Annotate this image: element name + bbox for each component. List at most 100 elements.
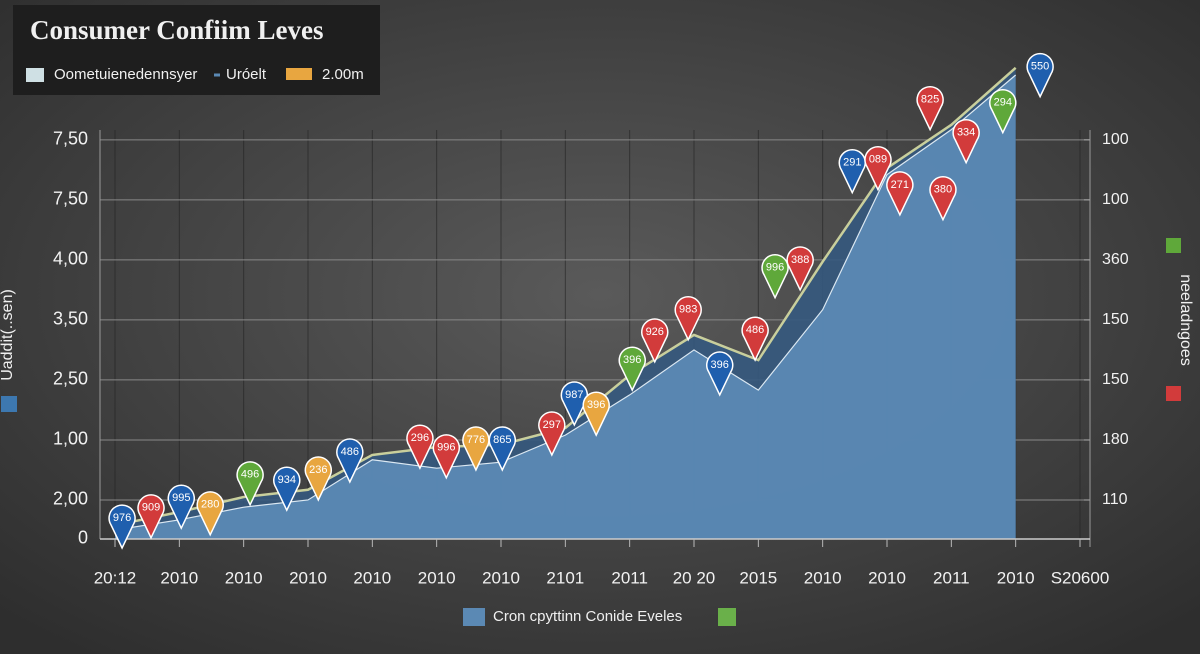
area xyxy=(115,75,1016,539)
pin-shape xyxy=(674,296,702,342)
pin-shape xyxy=(488,426,516,472)
x-tick-label: 2010 xyxy=(353,568,391,587)
pin-label: 825 xyxy=(921,94,939,106)
pin: 996 xyxy=(761,254,789,300)
y-label-swatch xyxy=(1,396,17,412)
pin: 236 xyxy=(304,456,332,502)
pin-label: 280 xyxy=(201,499,219,511)
line xyxy=(114,66,1017,527)
pin-shape xyxy=(406,424,434,470)
legend-label: 2.00m xyxy=(322,66,364,83)
pin-shape xyxy=(196,491,224,537)
pin-shape xyxy=(741,316,769,362)
pin-label: 271 xyxy=(891,179,909,191)
pin-label: 909 xyxy=(142,502,160,514)
y2-tick-label: 100 xyxy=(1102,131,1129,148)
y2-axis-label: neeladngoes xyxy=(1177,274,1194,366)
pin-label: 294 xyxy=(994,97,1012,109)
y2-tick-label: 100 xyxy=(1102,191,1129,208)
pin: 934 xyxy=(273,466,301,512)
pin-label: 089 xyxy=(869,154,887,166)
pin-label: 865 xyxy=(493,434,511,446)
y2-tick-label: 180 xyxy=(1102,431,1129,448)
x-tick-label: 2010 xyxy=(997,568,1035,587)
pin-label: 983 xyxy=(679,304,697,316)
pin-label: 987 xyxy=(565,389,583,401)
x-tick-label: 2010 xyxy=(482,568,520,587)
x-tick-label: 20:12 xyxy=(94,568,137,587)
pin: 291 xyxy=(838,149,866,195)
pin-shape xyxy=(761,254,789,300)
pin: 909 xyxy=(137,494,165,540)
pin-shape xyxy=(1026,53,1054,99)
pin-label: 976 xyxy=(113,512,131,524)
pin-label: 396 xyxy=(587,399,605,411)
pin-shape xyxy=(137,494,165,540)
pin-label: 996 xyxy=(437,442,455,454)
pin: 983 xyxy=(674,296,702,342)
pin-shape xyxy=(929,176,957,222)
y2-tick-label: 150 xyxy=(1102,311,1129,328)
y-tick-label: 0 xyxy=(78,528,88,548)
pin-shape xyxy=(618,346,646,392)
pin: 294 xyxy=(989,89,1017,135)
pin: 396 xyxy=(618,346,646,392)
pin-shape xyxy=(952,119,980,165)
pin-label: 486 xyxy=(341,446,359,458)
pin: 865 xyxy=(488,426,516,472)
pin-label: 926 xyxy=(646,326,664,338)
x-tick-label: 2011 xyxy=(611,568,648,587)
x-tick-label: 2010 xyxy=(418,568,456,587)
pin-label: 934 xyxy=(278,474,296,486)
pin-shape xyxy=(916,86,944,132)
legend-swatch xyxy=(286,68,312,80)
bottom-legend-swatch xyxy=(463,608,485,626)
pin-shape xyxy=(167,484,195,530)
x-tick-label: S20600 xyxy=(1051,568,1110,587)
bottom-legend-swatch xyxy=(718,608,736,626)
y2-tick-label: 110 xyxy=(1102,491,1128,508)
pin-label: 297 xyxy=(543,419,561,431)
pin-shape xyxy=(304,456,332,502)
pin-shape xyxy=(108,504,136,550)
pin-shape xyxy=(989,89,1017,135)
pin: 334 xyxy=(952,119,980,165)
bottom-legend-label: Cron cpyttinn Conide Eveles xyxy=(493,608,682,625)
title-box xyxy=(13,5,380,95)
x-tick-label: 2101 xyxy=(546,568,584,587)
pin-shape xyxy=(236,461,264,507)
pin: 995 xyxy=(167,484,195,530)
pin-shape xyxy=(706,351,734,397)
pin-label: 550 xyxy=(1031,61,1049,73)
pin-label: 496 xyxy=(241,469,259,481)
pin: 388 xyxy=(786,246,814,292)
pin-label: 396 xyxy=(623,354,641,366)
legend-swatch xyxy=(26,68,44,82)
y-axis-label: Uaddit(..sen) xyxy=(0,289,16,381)
x-tick-label: 2010 xyxy=(160,568,198,587)
pin-shape xyxy=(432,434,460,480)
area-edge xyxy=(114,74,1017,531)
x-tick-label: 20 20 xyxy=(673,568,716,587)
pin-shape xyxy=(886,171,914,217)
y2-tick-label: 360 xyxy=(1102,251,1129,268)
y2-tick-label: 150 xyxy=(1102,371,1129,388)
pin-shape xyxy=(273,466,301,512)
chart-title: Consumer Confiim Leves xyxy=(30,15,324,45)
pin: 296 xyxy=(406,424,434,470)
pin: 271 xyxy=(886,171,914,217)
pin: 396 xyxy=(582,391,610,437)
pin: 486 xyxy=(336,438,364,484)
pin-label: 296 xyxy=(411,432,429,444)
pin-shape xyxy=(641,318,669,364)
pin-shape xyxy=(336,438,364,484)
pin: 280 xyxy=(196,491,224,537)
pin: 486 xyxy=(741,316,769,362)
pin: 496 xyxy=(236,461,264,507)
pin-label: 996 xyxy=(766,262,784,274)
pin: 380 xyxy=(929,176,957,222)
y-tick-label: 2,50 xyxy=(53,369,88,389)
x-tick-label: 2010 xyxy=(868,568,906,587)
